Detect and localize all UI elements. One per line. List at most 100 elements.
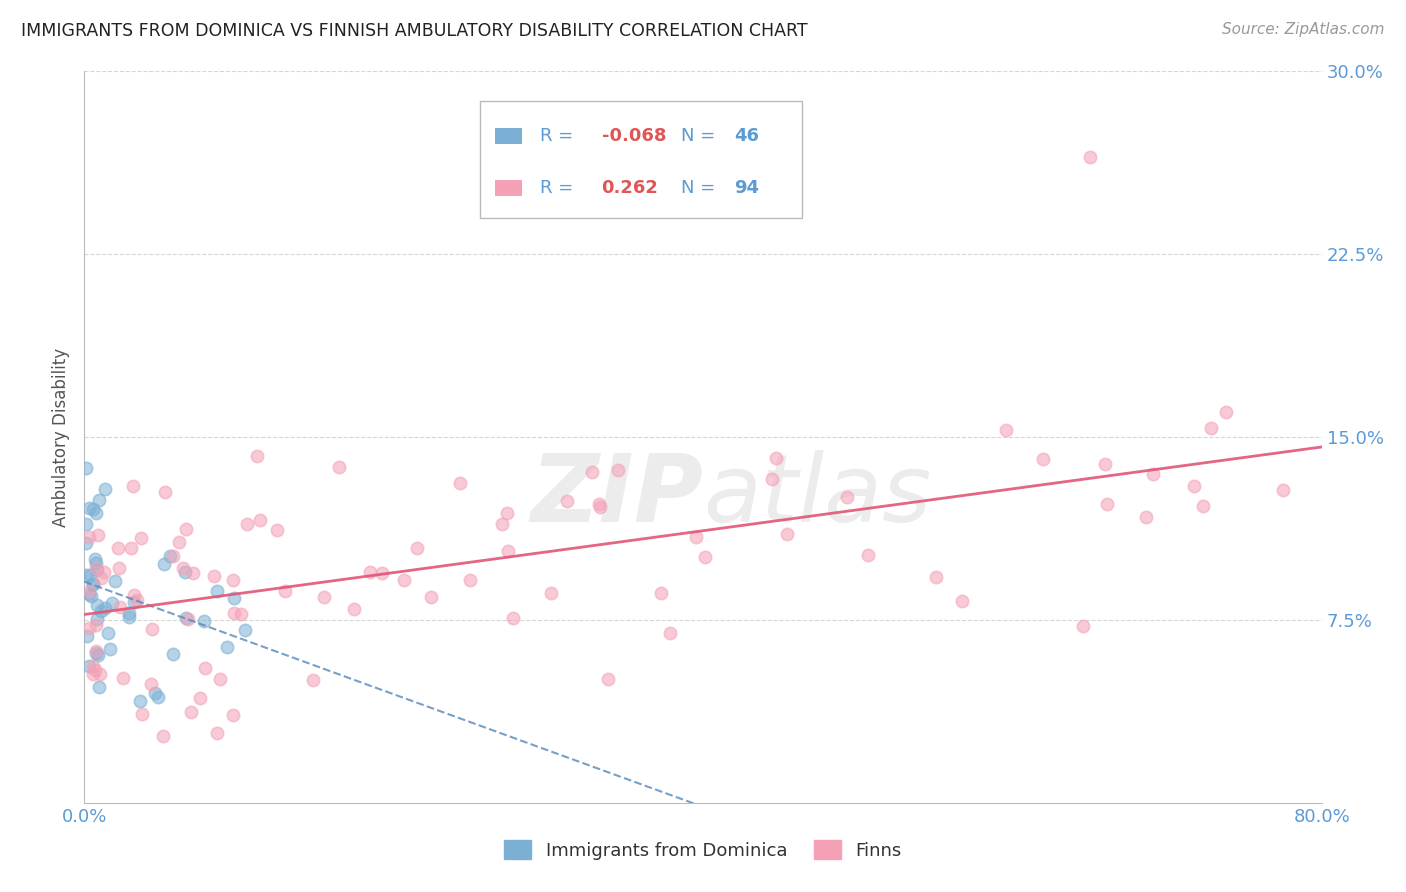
Point xyxy=(110,600,132,615)
Point xyxy=(176,522,198,536)
Point xyxy=(1182,479,1205,493)
Point xyxy=(925,570,948,584)
Point xyxy=(685,530,707,544)
Point xyxy=(162,647,184,661)
Point xyxy=(606,463,628,477)
Point xyxy=(1142,467,1164,481)
Point xyxy=(405,541,427,556)
Point xyxy=(1199,421,1222,435)
Point xyxy=(121,479,143,493)
Point xyxy=(588,500,610,515)
Point xyxy=(359,565,381,579)
Bar xyxy=(481,101,801,218)
Point xyxy=(82,502,104,516)
Point xyxy=(172,561,194,575)
Point xyxy=(159,549,181,563)
Point xyxy=(581,465,603,479)
Point xyxy=(1271,483,1294,497)
Point xyxy=(77,501,100,516)
Point xyxy=(86,563,108,577)
Text: IMMIGRANTS FROM DOMINICA VS FINNISH AMBULATORY DISABILITY CORRELATION CHART: IMMIGRANTS FROM DOMINICA VS FINNISH AMBU… xyxy=(21,22,807,40)
Text: Source: ZipAtlas.com: Source: ZipAtlas.com xyxy=(1222,22,1385,37)
Point xyxy=(224,591,246,606)
Point xyxy=(84,617,107,632)
Point xyxy=(837,490,859,504)
Point xyxy=(97,625,120,640)
Point xyxy=(176,611,198,625)
Point xyxy=(98,642,121,657)
Point xyxy=(266,523,288,537)
Point xyxy=(167,535,190,549)
Point xyxy=(77,587,100,601)
Point xyxy=(202,569,225,583)
Text: R =: R = xyxy=(540,127,579,145)
Point xyxy=(77,530,100,544)
Point xyxy=(302,673,325,687)
Point xyxy=(82,576,104,591)
Point xyxy=(1097,498,1119,512)
Point xyxy=(598,673,620,687)
Point xyxy=(420,590,443,604)
Point xyxy=(194,661,217,675)
Point xyxy=(84,644,107,658)
Point xyxy=(120,541,142,555)
Bar xyxy=(495,180,523,196)
Point xyxy=(153,557,176,571)
Point xyxy=(153,485,176,500)
Point xyxy=(129,694,152,708)
Point xyxy=(188,690,211,705)
Point xyxy=(86,611,108,625)
Point xyxy=(177,612,200,626)
Text: N =: N = xyxy=(681,179,721,197)
Point xyxy=(77,621,100,635)
Point xyxy=(274,584,297,599)
Point xyxy=(75,567,97,582)
Point xyxy=(222,573,245,587)
Point xyxy=(86,599,108,613)
Point xyxy=(93,565,115,579)
Text: -0.068: -0.068 xyxy=(602,127,666,145)
Point xyxy=(693,550,716,565)
Point xyxy=(1071,619,1094,633)
Point xyxy=(82,659,104,673)
Point xyxy=(84,561,107,575)
Point xyxy=(103,574,125,588)
Point xyxy=(765,450,787,465)
Point xyxy=(77,584,100,599)
Point xyxy=(229,607,252,622)
Point xyxy=(555,494,578,508)
Point xyxy=(222,707,245,722)
Point xyxy=(950,593,973,607)
Point xyxy=(491,516,513,531)
Point xyxy=(84,556,107,570)
Point xyxy=(75,517,97,532)
Bar xyxy=(495,128,523,144)
Point xyxy=(143,686,166,700)
Point xyxy=(131,707,153,722)
Point xyxy=(588,497,610,511)
Point xyxy=(208,673,231,687)
Point xyxy=(540,586,562,600)
Text: 94: 94 xyxy=(734,179,759,197)
Point xyxy=(101,596,124,610)
Text: R =: R = xyxy=(540,179,579,197)
Point xyxy=(77,658,100,673)
Point xyxy=(394,574,416,588)
Legend: Immigrants from Dominica, Finns: Immigrants from Dominica, Finns xyxy=(496,833,910,867)
Text: 46: 46 xyxy=(734,127,759,145)
Point xyxy=(449,475,471,490)
Point xyxy=(75,460,97,475)
Point xyxy=(193,614,215,628)
Point xyxy=(86,506,108,520)
Point xyxy=(174,565,197,579)
Point xyxy=(146,690,169,705)
Point xyxy=(245,449,267,463)
Point xyxy=(502,610,524,624)
Point xyxy=(129,531,152,545)
Point xyxy=(87,681,110,695)
Point xyxy=(180,705,202,719)
Point xyxy=(122,588,145,602)
Point xyxy=(107,541,129,556)
Point xyxy=(496,506,519,520)
Point xyxy=(370,566,392,581)
